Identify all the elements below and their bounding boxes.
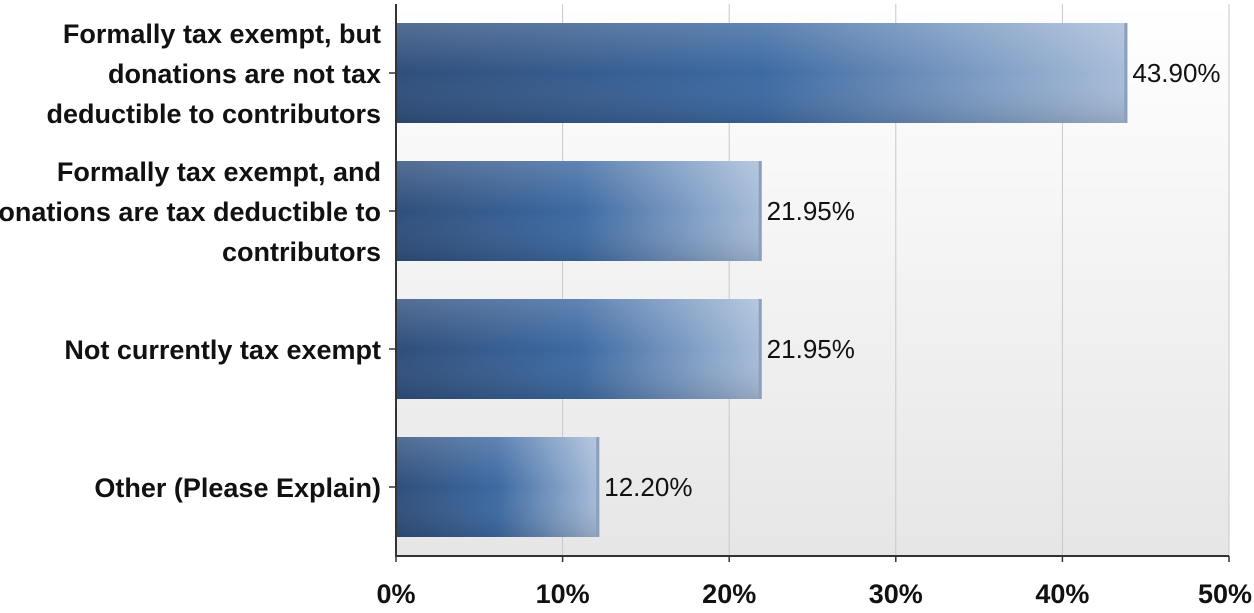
value-label: 21.95% xyxy=(767,196,855,226)
category-label-line: Not currently tax exempt xyxy=(64,335,381,365)
x-tick-label: 30% xyxy=(869,579,923,609)
category-label: Not currently tax exempt xyxy=(64,335,381,365)
x-tick-label: 0% xyxy=(376,579,415,609)
category-label-line: donations are not tax xyxy=(108,59,381,89)
value-label: 21.95% xyxy=(767,334,855,364)
value-label: 43.90% xyxy=(1132,58,1220,88)
category-label-line: Other (Please Explain) xyxy=(94,473,381,503)
x-tick-label: 50% xyxy=(1198,579,1252,609)
category-label: Formally tax exempt, and donations are ta… xyxy=(0,157,381,267)
category-label-line: Formally tax exempt, but xyxy=(63,19,381,49)
category-label-line: Formally tax exempt, and xyxy=(57,157,381,187)
x-tick-label: 20% xyxy=(702,579,756,609)
bars xyxy=(397,23,1128,537)
category-label-line: donations are tax deductible to xyxy=(0,197,381,227)
x-tick-label: 40% xyxy=(1035,579,1089,609)
bar-shading xyxy=(397,23,1128,123)
category-label-line: deductible to contributors xyxy=(47,99,382,129)
bar-edge xyxy=(758,161,762,261)
bar-shading xyxy=(397,161,762,261)
category-label-line: contributors xyxy=(222,237,381,267)
axes xyxy=(389,4,1230,562)
category-label: Other (Please Explain) xyxy=(94,473,381,503)
category-label: Formally tax exempt, but donations are no… xyxy=(47,19,382,129)
value-label: 12.20% xyxy=(604,472,692,502)
bar-edge xyxy=(758,299,762,399)
labels: 0% 10% 20% 30% 40% 50% 43.90% Formally tax exem… xyxy=(0,19,1252,609)
bar-shading xyxy=(397,437,600,537)
x-tick-label: 10% xyxy=(536,579,590,609)
bar-edge xyxy=(596,437,600,537)
bar-edge xyxy=(1124,23,1128,123)
bar-shading xyxy=(397,299,762,399)
